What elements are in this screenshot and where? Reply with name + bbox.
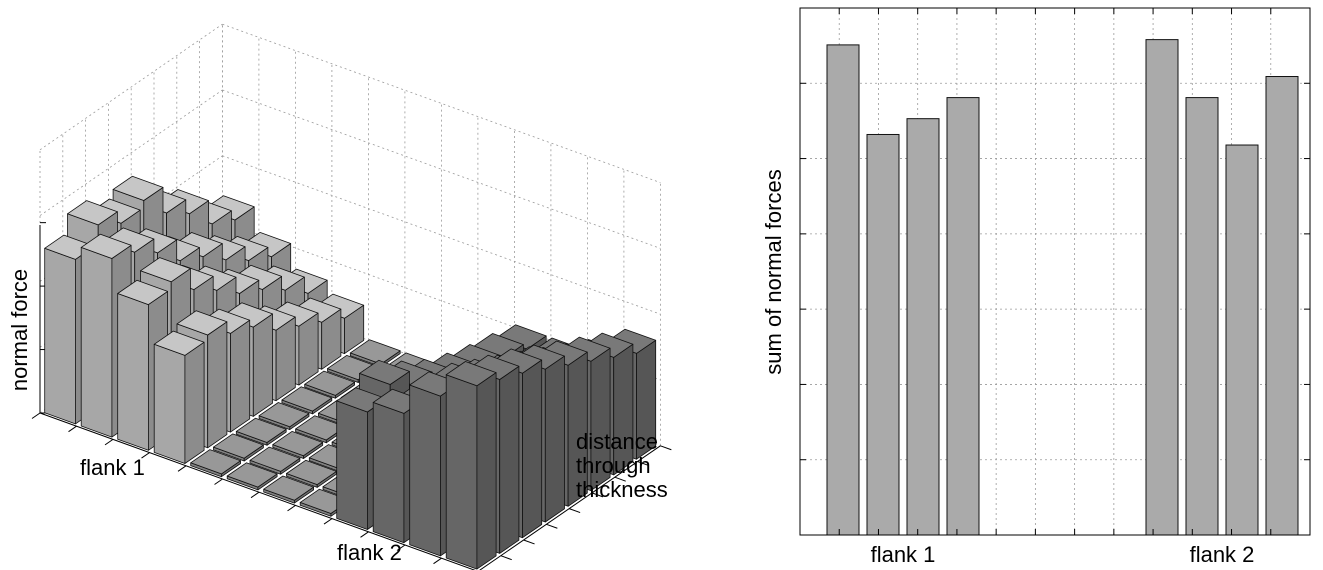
top-face [349, 339, 401, 365]
tick [614, 476, 626, 482]
top-face [249, 446, 301, 472]
sum-normal-forces-chart: sum of normal forces flank 1 flank 2 [761, 7, 1311, 567]
front-face [80, 246, 113, 438]
x-tick-label: flank 2 [1190, 542, 1255, 567]
grid-line [39, 89, 223, 216]
tick [523, 539, 535, 545]
tick [569, 508, 581, 514]
tick [396, 544, 406, 551]
front-face [117, 293, 149, 451]
grid-line [39, 23, 223, 151]
empty-cell [281, 386, 333, 415]
tick [323, 518, 333, 525]
side-face [230, 319, 251, 433]
side-face [544, 355, 565, 523]
top-face [117, 279, 169, 306]
bar-1-3 [906, 118, 940, 536]
bar-1-4 [946, 97, 980, 536]
tick [31, 412, 41, 419]
top-face [213, 433, 264, 459]
top-face [263, 475, 315, 501]
front-face [445, 374, 478, 570]
y-axis-label: sum of normal forces [761, 169, 786, 374]
flank-2-label: flank 2 [337, 540, 402, 565]
tick [591, 492, 604, 498]
empty-cell [263, 475, 315, 504]
bar-2-2 [1185, 97, 1219, 536]
tick [104, 438, 114, 446]
bars [826, 39, 1299, 536]
flank-1-label: flank 1 [80, 455, 145, 480]
tick [68, 425, 77, 433]
top-face [190, 449, 242, 475]
top-face [67, 200, 118, 226]
flank-1-bar [153, 330, 205, 464]
tick [177, 465, 187, 472]
top-face [281, 386, 333, 412]
tick [500, 555, 512, 561]
empty-cell [272, 430, 324, 459]
front-face [336, 400, 368, 530]
z-axis-label: normal force [7, 269, 32, 391]
top-face [258, 402, 310, 428]
flank-2-bar [445, 361, 497, 570]
empty-cell [249, 446, 301, 475]
side-face [476, 372, 497, 570]
top-face [359, 359, 410, 385]
x-axis-label: distance through thickness [576, 429, 668, 502]
bar-1-2 [866, 133, 900, 536]
x-tick-label: flank 1 [871, 542, 936, 567]
tick [360, 531, 369, 538]
empty-cell [258, 402, 310, 431]
tick [214, 478, 223, 485]
front-face [44, 247, 76, 425]
bars-3d [44, 175, 657, 570]
side-face [252, 313, 273, 417]
side-face [499, 365, 520, 554]
ticks [800, 8, 1310, 535]
floor-axes [31, 222, 672, 570]
top-face [272, 430, 324, 457]
top-face [80, 233, 132, 259]
plot-frame [799, 7, 1311, 536]
side-face [275, 316, 296, 402]
top-face [153, 330, 205, 356]
bar-2-4 [1265, 76, 1299, 536]
top-face [176, 310, 228, 336]
empty-cell [190, 449, 242, 478]
tick [546, 523, 558, 529]
bar-2-3 [1225, 144, 1259, 536]
grid-line [222, 23, 661, 183]
bar-1-1 [826, 44, 860, 536]
empty-cell [226, 462, 278, 491]
front-face [372, 401, 405, 544]
top-face [304, 370, 356, 396]
tick [141, 452, 150, 459]
empty-cell [286, 459, 337, 488]
empty-cell [213, 433, 264, 462]
tick [287, 504, 296, 512]
front-face [409, 384, 441, 557]
front-face [153, 343, 186, 464]
tick [660, 445, 672, 451]
tick [433, 557, 442, 565]
top-face [112, 175, 164, 201]
top-face [445, 361, 497, 387]
top-face [235, 417, 287, 443]
top-face [140, 257, 191, 283]
tick [250, 491, 260, 499]
x-tick-labels: flank 1 flank 2 [871, 542, 1255, 567]
top-face [226, 462, 278, 488]
empty-cell [235, 417, 287, 446]
bar-2-1 [1145, 39, 1179, 536]
empty-cell [304, 370, 356, 399]
side-face [184, 341, 205, 464]
side-face [207, 321, 228, 449]
tick [637, 461, 649, 466]
normal-force-3d-chart: normal force flank 1 flank 2 distance th… [7, 23, 672, 570]
side-face [522, 359, 543, 539]
